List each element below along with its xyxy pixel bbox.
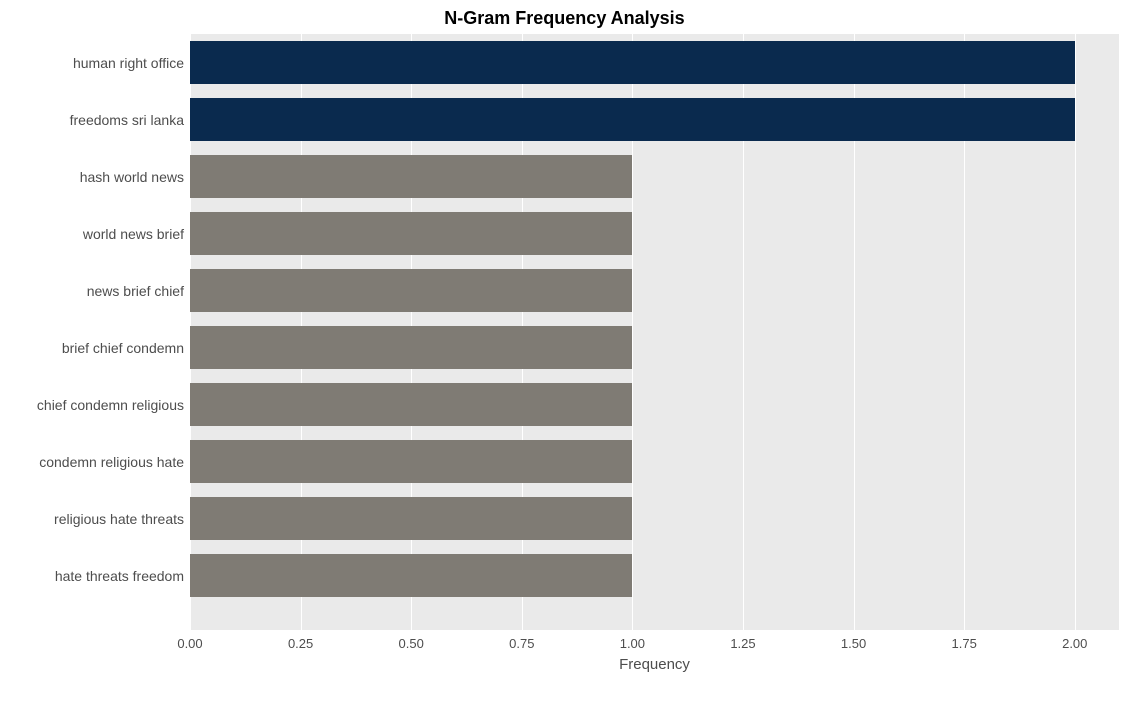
y-axis-label: brief chief condemn <box>62 340 190 356</box>
chart-container: N-Gram Frequency Analysis human right of… <box>0 0 1129 701</box>
x-axis-tick: 1.75 <box>952 636 977 651</box>
bar <box>190 554 632 598</box>
y-axis-label: chief condemn religious <box>37 397 190 413</box>
y-axis-label: hash world news <box>80 169 190 185</box>
y-axis-label: religious hate threats <box>54 511 190 527</box>
y-axis-label: human right office <box>73 55 190 71</box>
bar <box>190 497 632 541</box>
y-axis-label: world news brief <box>83 226 190 242</box>
category-band <box>190 604 1119 630</box>
x-axis-label: Frequency <box>190 656 1119 673</box>
bar <box>190 41 1075 85</box>
x-axis-tick: 0.75 <box>509 636 534 651</box>
bar <box>190 440 632 484</box>
bar <box>190 212 632 256</box>
y-axis-label: freedoms sri lanka <box>70 112 190 128</box>
x-axis-tick: 1.50 <box>841 636 866 651</box>
bar <box>190 98 1075 142</box>
plot-area: human right officefreedoms sri lankahash… <box>190 34 1119 630</box>
x-axis-tick: 0.25 <box>288 636 313 651</box>
x-axis-tick: 0.50 <box>399 636 424 651</box>
x-axis-tick: 0.00 <box>177 636 202 651</box>
gridline <box>1075 34 1076 630</box>
chart-title: N-Gram Frequency Analysis <box>0 8 1129 29</box>
bar <box>190 326 632 370</box>
x-axis-tick: 2.00 <box>1062 636 1087 651</box>
bar <box>190 383 632 427</box>
bar <box>190 269 632 313</box>
bar <box>190 155 632 199</box>
y-axis-label: news brief chief <box>87 283 190 299</box>
y-axis-label: hate threats freedom <box>55 568 190 584</box>
x-axis-tick: 1.00 <box>620 636 645 651</box>
x-axis-tick: 1.25 <box>730 636 755 651</box>
y-axis-label: condemn religious hate <box>39 454 190 470</box>
